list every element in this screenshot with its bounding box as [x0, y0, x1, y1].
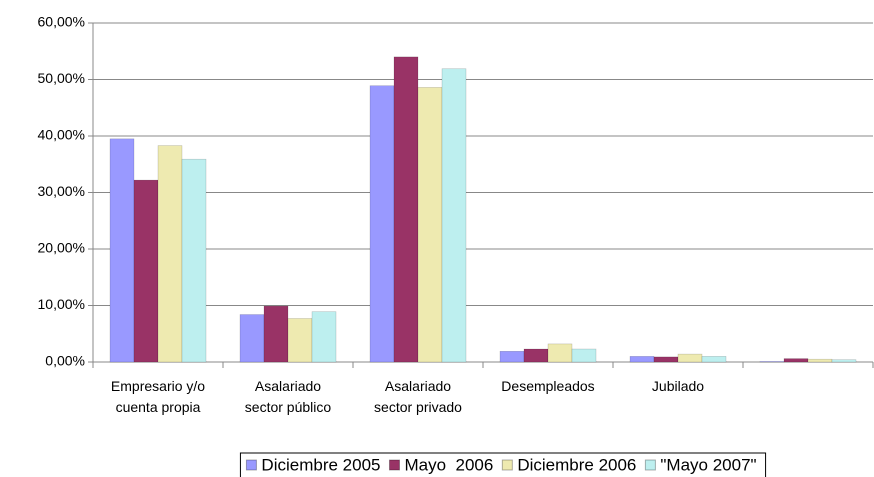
bar: [759, 361, 785, 363]
bar: [109, 138, 135, 363]
legend-label: Diciembre 2006: [517, 455, 636, 474]
bar: [499, 351, 525, 363]
bar: [523, 348, 549, 363]
y-tick-label: 60,00%: [38, 14, 85, 30]
legend-label: Diciembre 2005: [261, 455, 380, 474]
bar: [311, 311, 337, 363]
y-tick-label: 50,00%: [38, 70, 85, 86]
bar: [677, 353, 703, 363]
y-tick-label: 20,00%: [38, 240, 85, 256]
x-tick-label: Asalariado sector privado: [374, 378, 462, 415]
y-tick-label: 0,00%: [45, 353, 85, 369]
legend-swatch: [245, 459, 257, 471]
bar: [701, 356, 727, 363]
bar: [393, 56, 419, 363]
legend-label: Mayo 2006: [404, 455, 493, 474]
x-tick-label: Desempleados: [501, 378, 595, 394]
bar: [369, 85, 395, 363]
bar: [157, 145, 183, 363]
legend-swatch: [644, 459, 656, 471]
bar: [653, 356, 679, 363]
legend-swatch: [388, 459, 400, 471]
bar: [287, 318, 313, 363]
bar: [181, 158, 207, 363]
bar: [547, 343, 573, 363]
bar: [239, 314, 265, 363]
bar: [783, 358, 809, 363]
x-tick-label: Asalariado sector público: [244, 378, 332, 415]
y-tick-label: 30,00%: [38, 183, 85, 199]
bar: [807, 358, 833, 363]
y-tick-label: 40,00%: [38, 127, 85, 143]
legend-swatch: [501, 459, 513, 471]
x-tick-label: Jubilado: [651, 378, 705, 394]
x-tick-label: Empresario y/o cuenta propia: [110, 378, 206, 415]
bar: [133, 179, 159, 363]
bar: [441, 68, 467, 363]
y-tick-label: 10,00%: [38, 296, 85, 312]
bar: [571, 348, 597, 363]
bar: [629, 356, 655, 363]
bar: [417, 87, 443, 363]
bar: [263, 305, 289, 363]
bar: [831, 359, 857, 363]
legend-label: "Mayo 2007": [660, 455, 756, 474]
